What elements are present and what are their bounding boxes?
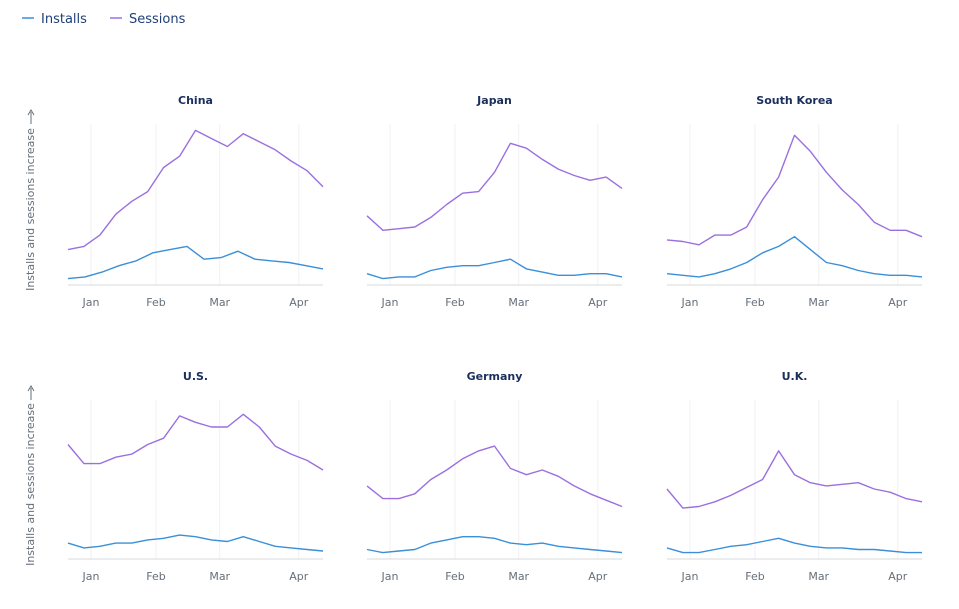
x-tick-label: Feb: [745, 296, 764, 309]
panel-title: Germany: [467, 370, 523, 383]
x-tick-label: Mar: [808, 570, 829, 583]
x-tick-label: Apr: [888, 570, 908, 583]
series-line-installs: [666, 235, 923, 278]
panel-u-s-: U.S. Jan Feb Mar Apr: [67, 370, 324, 583]
series-line-installs: [366, 258, 623, 280]
x-tick-label: Mar: [508, 296, 529, 309]
panel-title: U.S.: [183, 370, 208, 383]
x-tick-label: Feb: [146, 296, 165, 309]
x-tick-label: Mar: [209, 570, 230, 583]
x-tick-label: Jan: [380, 570, 398, 583]
x-tick-label: Apr: [289, 570, 309, 583]
panel-title: China: [178, 94, 213, 107]
series-line-installs: [67, 534, 324, 552]
x-tick-label: Apr: [588, 570, 608, 583]
y-axis-arrow-head: [27, 385, 35, 392]
series-line-installs: [67, 245, 324, 280]
series-line-installs: [666, 537, 922, 554]
series-line-sessions: [67, 413, 324, 471]
series-line-sessions: [666, 134, 923, 246]
panel-south-korea: South Korea Jan Feb Mar Apr: [666, 94, 923, 309]
panel-title: Japan: [476, 94, 512, 107]
x-tick-label: Jan: [380, 296, 398, 309]
y-axis-arrow-head: [27, 109, 35, 116]
x-tick-label: Feb: [146, 570, 165, 583]
x-tick-label: Mar: [508, 570, 529, 583]
panel-japan: Japan Jan Feb Mar Apr: [366, 94, 623, 309]
x-tick-label: Feb: [745, 570, 764, 583]
panel-china: China Jan Feb Mar Apr: [67, 94, 324, 309]
panel-title: U.K.: [782, 370, 808, 383]
y-axis-label: Installs and sessions increase: [24, 403, 37, 566]
legend-label-sessions: Sessions: [129, 12, 186, 27]
x-tick-label: Jan: [81, 296, 99, 309]
y-axis-label: Installs and sessions increase: [24, 128, 37, 291]
x-tick-label: Apr: [888, 296, 908, 309]
x-tick-label: Jan: [81, 570, 99, 583]
series-line-sessions: [666, 450, 923, 509]
legend-label-installs: Installs: [41, 12, 87, 27]
x-tick-label: Mar: [209, 296, 230, 309]
x-tick-label: Feb: [445, 570, 464, 583]
x-tick-label: Jan: [680, 296, 698, 309]
y-axis-labels: Installs and sessions increase Installs a…: [24, 109, 37, 566]
series-line-sessions: [366, 445, 623, 508]
x-tick-label: Apr: [289, 296, 309, 309]
series-line-sessions: [67, 129, 324, 251]
x-tick-label: Mar: [808, 296, 829, 309]
series-line-sessions: [366, 142, 623, 232]
x-tick-label: Feb: [445, 296, 464, 309]
x-tick-label: Jan: [680, 570, 698, 583]
x-tick-label: Apr: [588, 296, 608, 309]
panel-germany: Germany Jan Feb Mar Apr: [366, 370, 623, 583]
panel-u-k-: U.K. Jan Feb Mar Apr: [666, 370, 923, 583]
legend: Installs Sessions: [22, 12, 186, 27]
panel-title: South Korea: [756, 94, 832, 107]
series-line-installs: [366, 536, 623, 554]
